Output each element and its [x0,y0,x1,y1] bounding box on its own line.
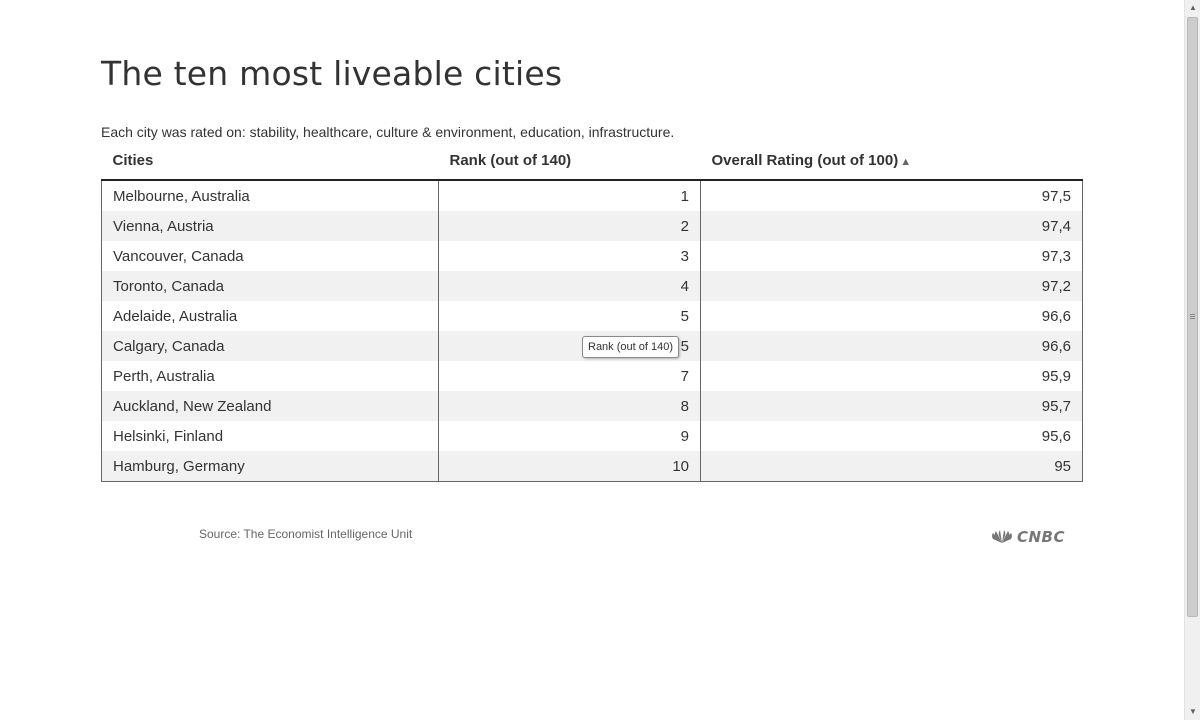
scrollbar-thumb[interactable] [1187,17,1198,617]
cell-rating: 95,6 [700,421,1083,451]
table-row: Helsinki, Finland 9 95,6 [101,421,1083,451]
table-row: Hamburg, Germany 10 95 [101,451,1083,482]
scroll-up-arrow-icon[interactable]: ▲ [1189,3,1197,12]
cell-rating: 95 [700,451,1083,482]
cell-rank: 10 [438,451,701,482]
subtitle: Each city was rated on: stability, healt… [101,124,675,140]
column-header-rating-label: Overall Rating (out of 100) [711,152,899,169]
cell-rating: 96,6 [700,301,1083,331]
cell-rating: 95,9 [700,361,1083,391]
page-title: The ten most liveable cities [101,54,563,93]
table-row: Melbourne, Australia 1 97,5 [101,180,1083,211]
cell-city: Perth, Australia [101,361,439,391]
cell-rating: 97,4 [700,211,1083,241]
cell-rank: 7 [438,361,701,391]
table-row: Auckland, New Zealand 8 95,7 [101,391,1083,421]
table-row: Vancouver, Canada 3 97,3 [101,241,1083,271]
cell-city: Helsinki, Finland [101,421,439,451]
table-row: Vienna, Austria 2 97,4 [101,211,1083,241]
scroll-down-arrow-icon[interactable]: ▼ [1189,707,1197,716]
cell-city: Hamburg, Germany [101,451,439,482]
column-header-rank[interactable]: Rank (out of 140) [438,152,701,181]
table-row: Perth, Australia 7 95,9 [101,361,1083,391]
cell-rank: 1 [438,180,701,211]
table-header-row: Cities Rank (out of 140) Overall Rating … [101,152,1083,181]
logo-wordmark: CNBC [1017,528,1066,546]
cell-rating: 97,5 [700,180,1083,211]
cities-table: Cities Rank (out of 140) Overall Rating … [101,152,1083,482]
cell-city: Calgary, Canada [101,331,439,361]
cell-city: Melbourne, Australia [101,180,439,211]
cell-rating: 97,2 [700,271,1083,301]
grip-icon [1190,314,1195,320]
cnbc-logo[interactable]: CNBC [990,528,1065,546]
cell-city: Auckland, New Zealand [101,391,439,421]
cell-city: Vienna, Austria [101,211,439,241]
cell-rank: 4 [438,271,701,301]
column-header-cities[interactable]: Cities [101,152,439,181]
cell-rating: 97,3 [700,241,1083,271]
cell-rank: 5 [438,301,701,331]
column-header-rating[interactable]: Overall Rating (out of 100) ▲ [700,152,1083,181]
cell-city: Toronto, Canada [101,271,439,301]
cell-rank: 8 [438,391,701,421]
cell-rating: 96,6 [700,331,1083,361]
table-row: Adelaide, Australia 5 96,6 [101,301,1083,331]
sort-ascending-icon: ▲ [900,156,912,168]
vertical-scrollbar[interactable]: ▲ ▼ [1184,0,1200,720]
cell-city: Vancouver, Canada [101,241,439,271]
cell-city: Adelaide, Australia [101,301,439,331]
peacock-icon [992,530,1012,543]
cell-rating: 95,7 [700,391,1083,421]
cell-rank: 2 [438,211,701,241]
cell-rank: 9 [438,421,701,451]
tooltip: Rank (out of 140) [582,336,679,358]
cell-rank: 3 [438,241,701,271]
table-row: Toronto, Canada 4 97,2 [101,271,1083,301]
source-note: Source: The Economist Intelligence Unit [199,527,413,541]
table-body: Melbourne, Australia 1 97,5 Vienna, Austria… [101,180,1083,482]
